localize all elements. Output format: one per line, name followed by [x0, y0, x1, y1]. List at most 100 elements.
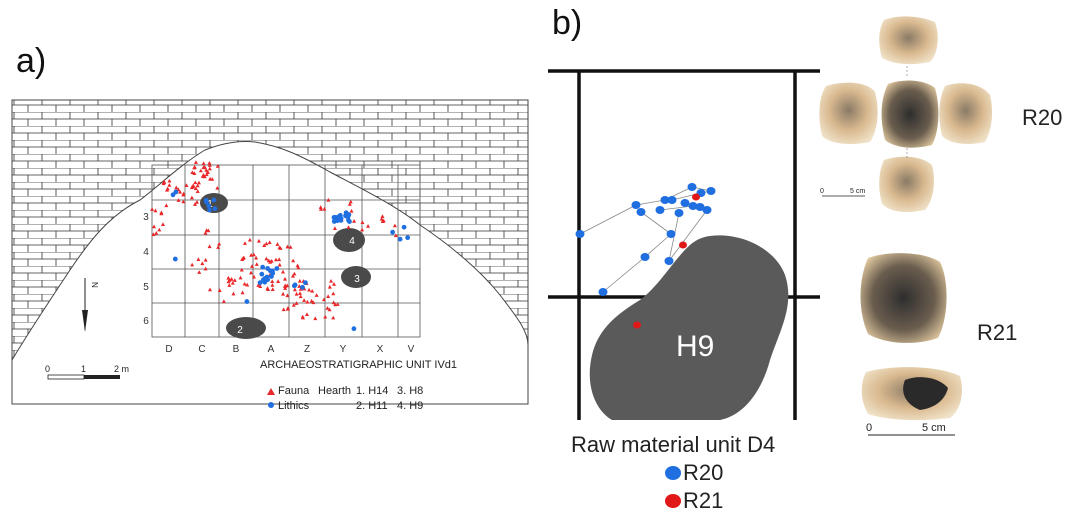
lithic-mark: [331, 219, 337, 224]
fauna-mark: [176, 198, 181, 202]
refit-line: [668, 209, 708, 262]
fauna-mark: [181, 199, 186, 204]
r20-point: [664, 257, 674, 265]
r20-point: [640, 253, 650, 261]
fauna-mark: [285, 293, 290, 298]
hearth-h9-label: H9: [676, 330, 714, 363]
panel-a-legend: ARCHAEOSTRATIGRAPHIC UNIT IVd1 Fauna Lit…: [260, 359, 457, 412]
fauna-mark: [277, 262, 282, 267]
fauna-mark: [300, 314, 305, 319]
fauna-mark: [215, 164, 220, 168]
col-label-Y: Y: [340, 344, 347, 355]
r21-dot-icon: [665, 494, 681, 508]
fauna-mark: [393, 233, 398, 238]
fauna-mark: [313, 316, 318, 321]
fauna-mark: [327, 284, 332, 289]
fauna-mark: [193, 160, 198, 164]
fauna-mark: [283, 283, 288, 288]
fauna-mark: [332, 281, 337, 286]
fauna-mark: [193, 186, 198, 191]
refit-line: [668, 212, 680, 262]
r20-point: [687, 183, 697, 191]
fauna-mark: [240, 257, 245, 261]
fauna-mark: [197, 270, 202, 274]
fauna-mark: [249, 270, 254, 275]
fauna-mark: [264, 256, 269, 261]
fauna-mark: [323, 314, 328, 319]
fauna-mark: [251, 252, 256, 257]
fauna-mark: [335, 302, 340, 306]
r20-bottom-view: [879, 156, 934, 212]
fauna-mark: [190, 262, 195, 267]
panel-b-legend-title: Raw material unit D4: [571, 432, 776, 457]
fauna-mark: [249, 253, 254, 257]
fauna-mark: [380, 219, 385, 223]
panel-a-map: 1 2 3 4 3 4 5 6 D C B A Z Y X V N 0 1 2 …: [11, 99, 529, 412]
fauna-mark: [165, 186, 170, 191]
lithic-mark: [390, 229, 395, 235]
fauna-mark: [292, 287, 297, 292]
fauna-mark: [392, 223, 397, 228]
fauna-mark: [302, 298, 307, 302]
fauna-mark: [291, 258, 296, 263]
fauna-mark: [226, 275, 231, 280]
fauna-mark: [150, 207, 155, 211]
fauna-mark: [196, 180, 201, 185]
lithic-mark: [244, 299, 250, 304]
lithic-mark: [336, 214, 342, 220]
fauna-mark: [192, 165, 197, 169]
panel-b-map: H9: [548, 69, 820, 420]
fauna-mark: [256, 283, 261, 287]
r21-point: [633, 321, 641, 329]
col-label-A: A: [268, 344, 275, 355]
r20-point: [666, 230, 676, 238]
fauna-mark: [291, 302, 296, 307]
fauna-mark: [332, 226, 337, 230]
panel-b-label: b): [552, 4, 583, 42]
fauna-mark: [195, 189, 200, 193]
fauna-mark: [281, 307, 286, 312]
fauna-mark: [215, 185, 220, 190]
refit-points: [575, 183, 716, 329]
fauna-mark: [347, 202, 352, 206]
fauna-legend-icon: [267, 388, 275, 395]
fauna-mark: [321, 297, 326, 302]
lithic-mark: [206, 203, 212, 209]
fauna-mark: [277, 257, 282, 262]
r21-top-view: [860, 253, 947, 343]
r20-point: [674, 209, 684, 217]
fauna-mark: [256, 238, 261, 243]
lithic-mark: [405, 235, 411, 241]
legend-h2: 2. H11: [356, 400, 388, 412]
col-label-C: C: [198, 344, 205, 355]
fauna-mark: [204, 172, 209, 177]
fauna-mark: [200, 261, 205, 266]
legend-r21: R21: [665, 488, 723, 514]
fauna-mark: [275, 242, 280, 246]
legend-h4: 4. H9: [397, 400, 423, 412]
r20-top-view: [879, 16, 938, 65]
lithic-mark: [397, 236, 403, 242]
fauna-mark: [227, 283, 232, 287]
fauna-mark: [203, 266, 208, 271]
fauna-mark: [217, 241, 222, 246]
refit-line: [579, 204, 637, 235]
lithic-mark: [207, 207, 212, 213]
fauna-mark: [264, 241, 269, 246]
r20-point: [688, 202, 698, 210]
fauna-mark: [217, 288, 222, 293]
fauna-mark: [283, 286, 288, 290]
r20-point: [667, 196, 677, 204]
hearth-3: [341, 266, 371, 288]
fauna-mark: [292, 271, 297, 276]
fauna-mark: [238, 275, 243, 280]
legend-r20: R20: [665, 460, 723, 486]
fauna-mark: [203, 257, 208, 262]
fauna-mark: [251, 274, 256, 279]
fauna-mark: [327, 307, 332, 312]
legend-title: ARCHAEOSTRATIGRAPHIC UNIT IVd1: [260, 359, 457, 371]
legend-h1: 1. H14: [356, 385, 388, 397]
fauna-mark: [242, 281, 247, 286]
fauna-mark: [174, 185, 179, 190]
r20-point: [631, 201, 641, 209]
